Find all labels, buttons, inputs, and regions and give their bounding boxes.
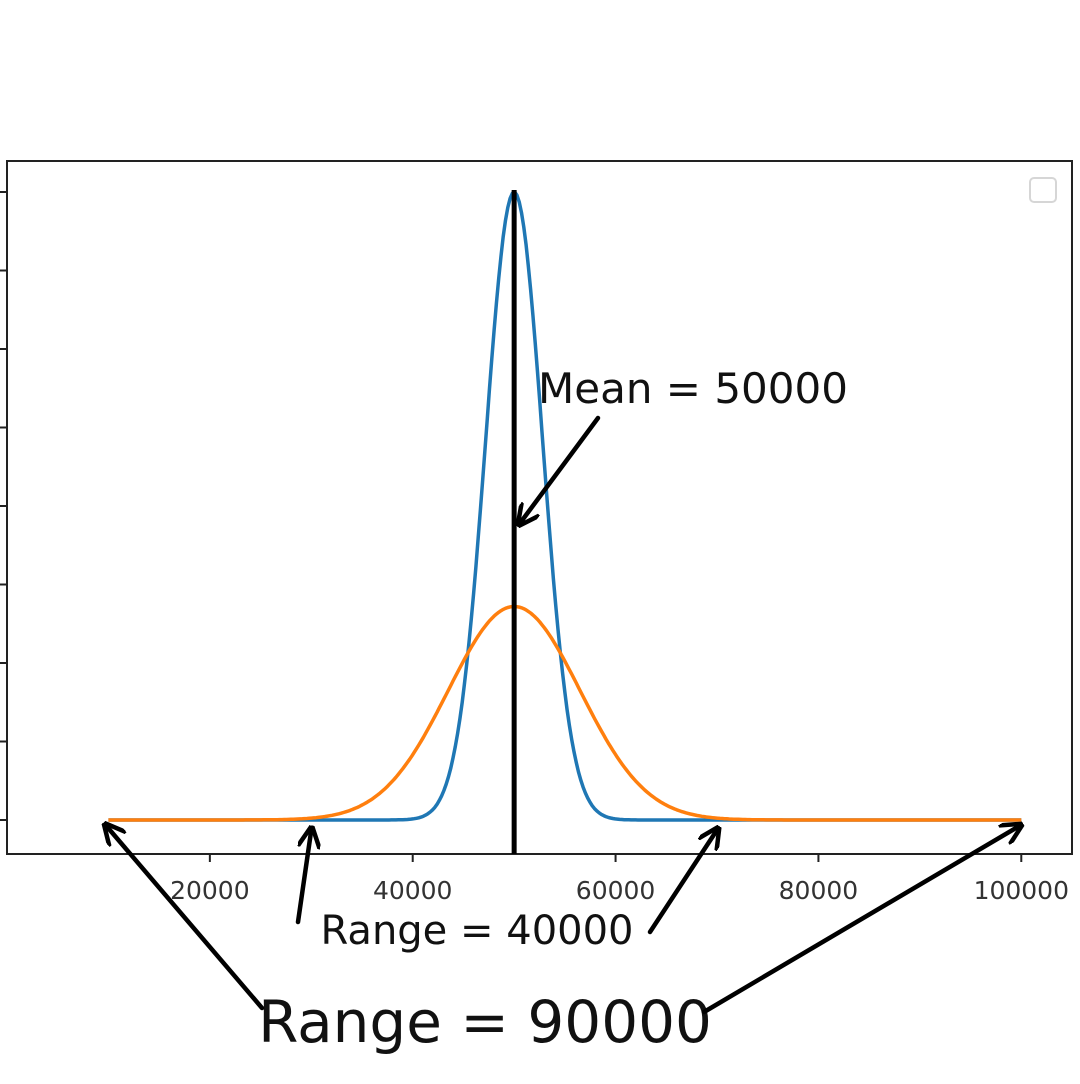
series-line-blue xyxy=(108,190,1022,822)
y-axis-ticks xyxy=(0,191,7,821)
annotation-range-inner-arrow-right xyxy=(647,830,717,935)
x-tick-label: 20000 xyxy=(170,876,250,905)
annotation-range-outer-label: Range = 90000 xyxy=(258,988,712,1056)
x-tick-label: 60000 xyxy=(576,876,656,905)
x-tick-label: 80000 xyxy=(779,876,859,905)
plot-frame xyxy=(6,160,1073,855)
series-line-orange xyxy=(108,604,1022,822)
annotation-mean-label: Mean = 50000 xyxy=(538,364,848,413)
x-tick-label: 40000 xyxy=(373,876,453,905)
annotation-mean-arrow xyxy=(520,415,601,523)
plot-area-border xyxy=(6,160,1073,855)
series-layer xyxy=(108,190,1022,854)
legend xyxy=(1029,177,1057,203)
annotation-range-inner-label: Range = 40000 xyxy=(321,908,634,954)
annotations: Mean = 50000 Range = 40000 Range = 90000 xyxy=(106,364,1019,1056)
x-tick-label: 100000 xyxy=(974,876,1069,905)
annotation-range-inner-arrow-left xyxy=(295,830,311,925)
legend-box xyxy=(1029,177,1057,203)
annotation-range-outer-arrow-right xyxy=(701,826,1019,1015)
annotation-range-outer-arrow-left xyxy=(106,826,265,1011)
x-axis-ticks: 20000 40000 60000 80000 100000 xyxy=(170,854,1069,905)
